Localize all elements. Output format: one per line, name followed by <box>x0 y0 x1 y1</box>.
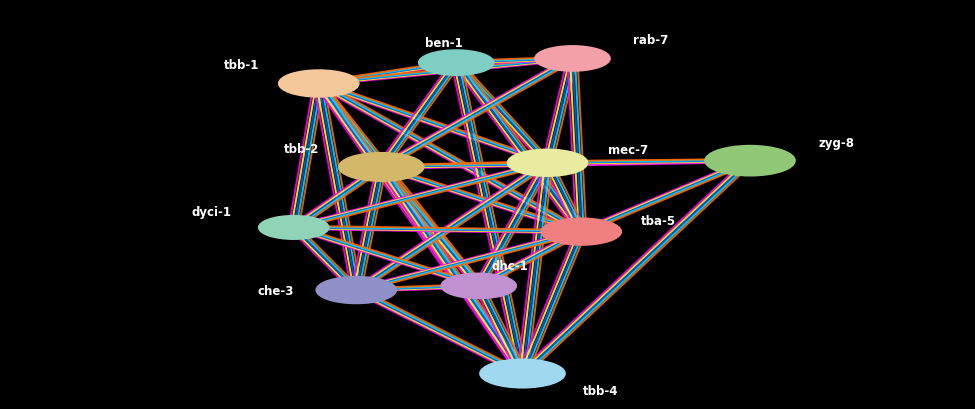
Text: ben-1: ben-1 <box>425 37 462 50</box>
Circle shape <box>508 149 588 176</box>
Text: tba-5: tba-5 <box>642 215 677 228</box>
Text: tbb-2: tbb-2 <box>284 143 319 156</box>
Text: mec-7: mec-7 <box>607 144 647 157</box>
Text: tbb-4: tbb-4 <box>582 384 618 398</box>
Circle shape <box>279 70 359 97</box>
Circle shape <box>258 216 329 239</box>
Text: che-3: che-3 <box>257 285 293 298</box>
Circle shape <box>535 46 610 71</box>
Circle shape <box>418 50 493 75</box>
Text: tbb-1: tbb-1 <box>223 59 258 72</box>
Text: rab-7: rab-7 <box>633 34 668 47</box>
Text: zyg-8: zyg-8 <box>819 137 855 150</box>
Circle shape <box>316 277 396 303</box>
Circle shape <box>338 153 424 181</box>
Text: dhc-1: dhc-1 <box>491 260 528 273</box>
Circle shape <box>480 360 565 388</box>
Circle shape <box>442 273 516 299</box>
Circle shape <box>541 218 621 245</box>
Circle shape <box>705 146 795 176</box>
Text: dyci-1: dyci-1 <box>191 206 231 219</box>
